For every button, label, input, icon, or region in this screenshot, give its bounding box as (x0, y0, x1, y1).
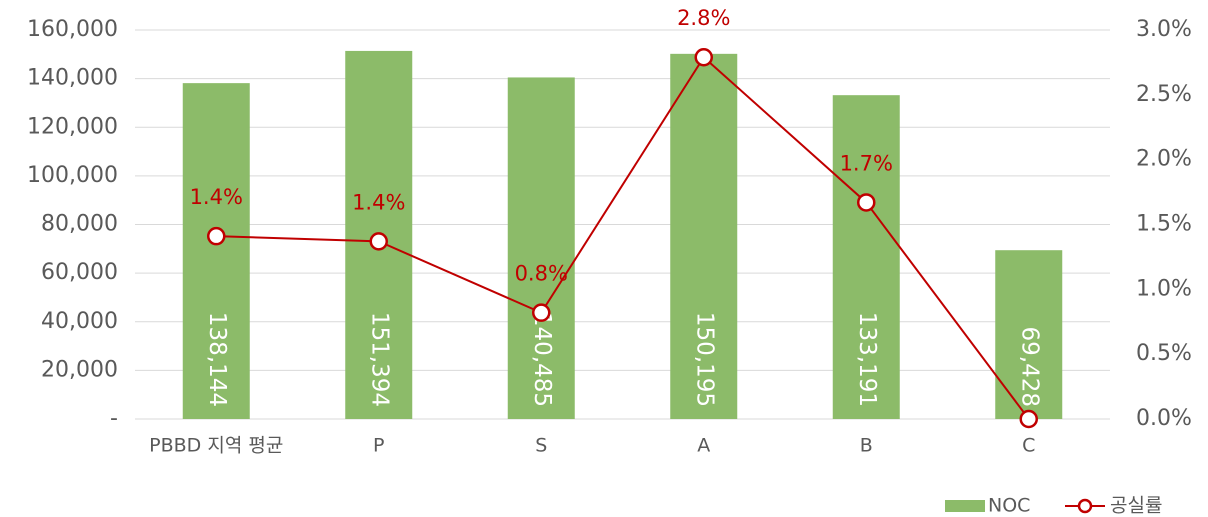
line-value-label: 1.4% (190, 185, 243, 209)
y2-tick-label: 0.0% (1136, 406, 1192, 431)
x-tick-label: S (535, 435, 547, 457)
y-tick-label: 40,000 (41, 309, 118, 334)
bar (832, 95, 900, 419)
bar (670, 53, 738, 419)
bar-value-label: 133,191 (854, 312, 880, 407)
y2-tick-label: 2.0% (1136, 147, 1192, 172)
y-tick-label: - (110, 406, 118, 431)
x-tick-label: A (697, 435, 710, 457)
bar-value-label: 69,428 (1016, 327, 1042, 407)
y-tick-label: 140,000 (27, 66, 118, 91)
bar-value-label: 151,394 (366, 312, 392, 407)
x-tick-label: B (860, 435, 873, 457)
line-marker (1019, 409, 1038, 429)
bar (507, 77, 575, 419)
x-tick-label: C (1022, 435, 1035, 457)
y-tick-label: 100,000 (27, 163, 118, 188)
bar (182, 83, 250, 420)
line-value-label: 2.8% (677, 6, 730, 30)
legend-label: 공실률 (1110, 495, 1162, 517)
y2-tick-label: 3.0% (1136, 17, 1192, 42)
y-tick-label: 60,000 (41, 260, 118, 285)
line (216, 55, 1030, 420)
line-value-label: 1.4% (352, 190, 405, 214)
y-tick-label: 120,000 (27, 114, 118, 139)
legend-swatch-marker (1077, 498, 1093, 514)
x-tick-label: P (373, 435, 384, 457)
line-marker (857, 193, 876, 212)
line-marker (532, 303, 551, 322)
bar-value-label: 140,485 (529, 312, 555, 407)
y2-tick-label: 0.5% (1136, 341, 1192, 366)
line-value-label: 1.7% (840, 151, 893, 175)
y2-tick-label: 2.5% (1136, 82, 1192, 107)
y-tick-label: 160,000 (27, 17, 118, 42)
y2-tick-label: 1.5% (1136, 212, 1192, 237)
y-tick-label: 20,000 (41, 357, 118, 382)
x-tick-label: PBBD 지역 평균 (149, 435, 283, 457)
legend-label: NOC (988, 495, 1030, 517)
y2-tick-label: 1.0% (1136, 276, 1192, 301)
line-marker (694, 47, 713, 67)
bar-value-label: 138,144 (204, 312, 230, 407)
bar-value-label: 150,195 (691, 312, 717, 407)
y-tick-label: 80,000 (41, 212, 118, 237)
legend-swatch (945, 500, 985, 512)
line-marker (369, 232, 388, 251)
line-marker (207, 226, 226, 246)
line-value-label: 0.8% (515, 262, 568, 286)
